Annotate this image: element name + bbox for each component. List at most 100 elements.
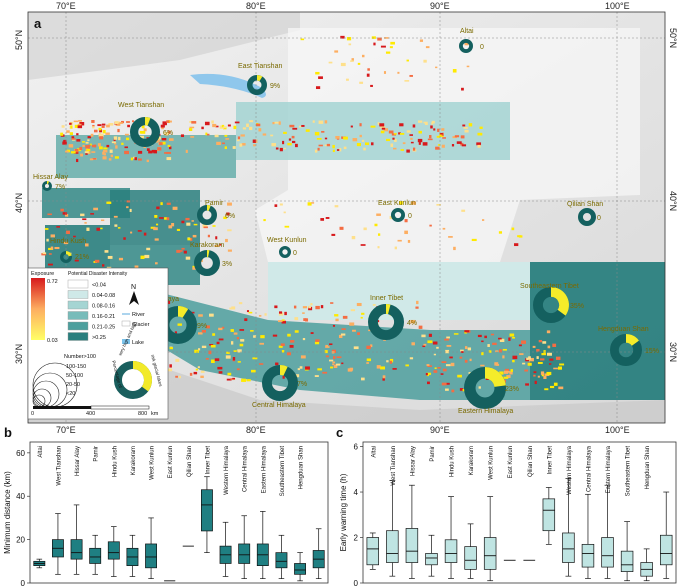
category-label: West Kunlun bbox=[489, 446, 495, 480]
lake-dot bbox=[300, 355, 306, 359]
box-iqr bbox=[366, 537, 380, 566]
lake-dot bbox=[90, 133, 94, 137]
lake-dot bbox=[342, 315, 348, 319]
lake-dot bbox=[131, 120, 135, 123]
lake-dot bbox=[348, 43, 352, 46]
lake-dot bbox=[231, 306, 236, 310]
lake-dot bbox=[415, 306, 419, 309]
lake-dot bbox=[359, 134, 362, 138]
lake-dot bbox=[445, 364, 451, 367]
plot-frame bbox=[29, 441, 329, 584]
lake-dot bbox=[47, 213, 52, 216]
lake-dot bbox=[209, 343, 214, 346]
lake-dot bbox=[357, 62, 361, 65]
lake-dot bbox=[426, 372, 432, 375]
lake-dot bbox=[346, 37, 352, 41]
lake-dot bbox=[85, 145, 90, 149]
lake-dot bbox=[336, 149, 340, 151]
lake-dot bbox=[137, 158, 142, 161]
lake-dot bbox=[66, 230, 70, 235]
lake-dot bbox=[418, 325, 423, 329]
lake-dot bbox=[139, 130, 145, 134]
lake-dot bbox=[139, 135, 144, 139]
lake-dot bbox=[377, 122, 380, 125]
lake-dot bbox=[332, 324, 336, 327]
lake-dot bbox=[291, 135, 295, 139]
lake-dot bbox=[97, 124, 102, 127]
lake-dot bbox=[80, 213, 85, 217]
lake-dot bbox=[160, 141, 166, 145]
lake-dot bbox=[270, 134, 274, 137]
lake-dot bbox=[168, 225, 173, 229]
lake-dot bbox=[490, 333, 495, 336]
lake-dot bbox=[157, 138, 160, 142]
lake-dot bbox=[334, 50, 339, 53]
lake-dot bbox=[166, 202, 171, 205]
lake-dot bbox=[280, 343, 285, 346]
lake-dot bbox=[389, 46, 393, 49]
lake-dot bbox=[466, 65, 470, 68]
lake-dot bbox=[318, 120, 324, 124]
region-donuts: Altai 0 East Tianshan 9% West Tianshan 6% Hiss… bbox=[33, 28, 659, 415]
lake-dot bbox=[99, 129, 103, 133]
lake-dot bbox=[383, 128, 389, 132]
lake-dot bbox=[518, 344, 522, 347]
lake-dot bbox=[244, 318, 248, 322]
lake-dot bbox=[227, 202, 232, 206]
lake-dot bbox=[151, 149, 156, 153]
lake-dot bbox=[160, 124, 165, 128]
lake-dot bbox=[195, 368, 199, 371]
category-label: East Kunlun bbox=[168, 446, 174, 478]
lake-dot bbox=[424, 123, 428, 125]
lake-dot bbox=[89, 158, 94, 161]
lake-dot bbox=[239, 143, 243, 147]
lake-dot bbox=[452, 136, 458, 139]
lake-dot bbox=[297, 368, 301, 371]
lake-dot bbox=[106, 266, 112, 269]
category-label: Hissar Alay bbox=[410, 446, 416, 476]
lake-dot bbox=[264, 313, 267, 316]
lake-dot bbox=[305, 129, 310, 132]
y-tick-label: 60 bbox=[16, 449, 25, 458]
lake-dot bbox=[54, 246, 60, 250]
lon-label-top: 100°E bbox=[605, 1, 630, 11]
lake-dot bbox=[435, 66, 438, 69]
lake-dot bbox=[225, 355, 231, 359]
lake-dot bbox=[521, 340, 526, 344]
lake-dot bbox=[404, 80, 410, 82]
lake-dot bbox=[446, 336, 450, 339]
lake-dot bbox=[73, 151, 79, 154]
lake-dot bbox=[252, 357, 258, 360]
lake-dot bbox=[498, 231, 503, 234]
region-percent-label: 4% bbox=[407, 320, 417, 327]
lake-dot bbox=[86, 227, 90, 231]
lake-dot bbox=[275, 362, 279, 366]
lake-dot bbox=[239, 343, 244, 347]
lake-dot bbox=[167, 368, 173, 372]
lake-dot bbox=[221, 124, 225, 128]
lake-dot bbox=[177, 323, 182, 326]
lake-dot bbox=[341, 328, 346, 330]
category-label: Hengduan Shan bbox=[645, 446, 651, 489]
lake-dot bbox=[227, 249, 232, 252]
box-iqr bbox=[238, 543, 251, 564]
region-label: Pamir bbox=[205, 200, 224, 207]
lake-dot bbox=[166, 120, 170, 123]
lake-dot bbox=[237, 349, 242, 353]
lake-dot bbox=[546, 330, 551, 334]
y-tick-label: 0 bbox=[354, 579, 359, 587]
lake-dot bbox=[100, 219, 105, 222]
lake-dot bbox=[73, 120, 79, 123]
lake-dot bbox=[200, 370, 205, 373]
lake-dot bbox=[48, 247, 54, 250]
lake-dot bbox=[281, 350, 285, 353]
lake-dot bbox=[543, 375, 547, 379]
lake-dot bbox=[436, 204, 441, 206]
glacier-symbol bbox=[121, 320, 131, 327]
lake-dot bbox=[430, 125, 433, 129]
lake-dot bbox=[442, 137, 446, 139]
lake-dot bbox=[229, 307, 232, 310]
lake-dot bbox=[241, 143, 246, 146]
lake-dot bbox=[84, 151, 89, 154]
lake-dot bbox=[237, 136, 241, 140]
